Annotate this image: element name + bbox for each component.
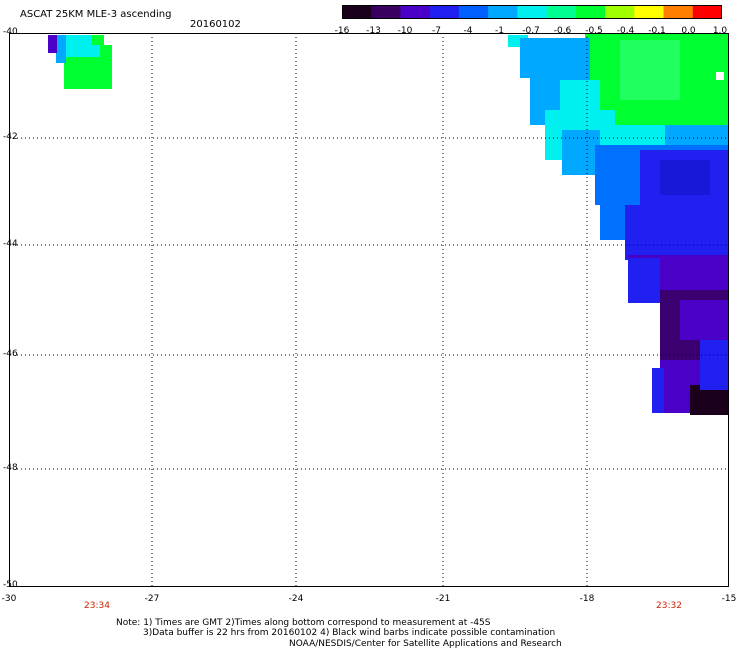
lon-label: -18 [579,594,595,604]
colorbar-label: -16 [334,26,350,36]
time-label-right: 23:32 [656,601,682,611]
map-frame [9,33,729,587]
swath-blue [660,160,710,195]
map-title: ASCAT 25KM MLE-3 ascending [20,9,172,20]
swath-blue [625,205,729,260]
colorbar-label: 0.0 [681,26,696,36]
patch-nw [92,35,104,45]
colorbar-swatch [517,5,548,19]
colorbar [342,5,722,19]
wind-swath [48,33,729,415]
swath-violet [664,385,694,413]
lon-label: -24 [288,594,304,604]
lat-label: -44 [3,239,18,249]
swath-blue [652,368,664,413]
time-label-left: 23:34 [84,601,110,611]
note-line-3: NOAA/NESDIS/Center for Satellite Applica… [289,639,562,649]
lon-label: -21 [435,594,451,604]
swath-violet [680,300,729,340]
lat-label: -40 [3,27,18,37]
colorbar-swatch [634,5,665,19]
colorbar-swatch [575,5,606,19]
colorbar-label: -13 [366,26,381,36]
colorbar-label: -4 [463,26,473,36]
swath-blue [700,340,729,390]
lon-label: -15 [721,594,737,604]
lon-label: -30 [1,594,17,604]
colorbar-label: -1 [495,26,504,36]
lat-label: -50 [3,580,18,590]
map-date: 20160102 [190,19,241,30]
note-line-1: Note: 1) Times are GMT 2)Times along bot… [116,618,491,628]
colorbar-label: 1.0 [712,26,728,36]
graticule [9,33,729,587]
colorbar-swatch [429,5,460,19]
colorbar-label: -0.5 [585,26,603,36]
lat-label: -46 [3,349,18,359]
colorbar-swatch [605,5,635,19]
colorbar-swatch [342,5,372,19]
note-line-2: 3)Data buffer is 22 hrs from 20160102 4)… [143,628,556,638]
colorbar-label: -10 [397,26,413,36]
lat-label: -42 [3,132,18,142]
patch-nw [56,35,66,63]
colorbar-label: -0.4 [616,26,635,36]
swath-lblue [665,125,729,145]
colorbar-swatch [692,5,722,19]
lon-label: -27 [144,594,160,604]
colorbar-label: -0.6 [553,26,572,36]
swath-blue [628,258,660,303]
lat-label: -48 [3,463,18,473]
colorbar-swatch [371,5,402,19]
colorbar-label: -0.7 [522,26,540,36]
patch-nw [48,35,57,53]
colorbar-swatch [400,5,431,19]
patch-nw [66,35,100,57]
colorbar-label: -0.1 [648,26,666,36]
colorbar-label: -7 [432,26,441,36]
swath-green [620,40,680,100]
colorbar-swatch [663,5,694,19]
missing-cell [716,72,724,80]
colorbar-swatch [458,5,489,19]
colorbar-swatch [488,5,518,19]
colorbar-swatch [546,5,577,19]
